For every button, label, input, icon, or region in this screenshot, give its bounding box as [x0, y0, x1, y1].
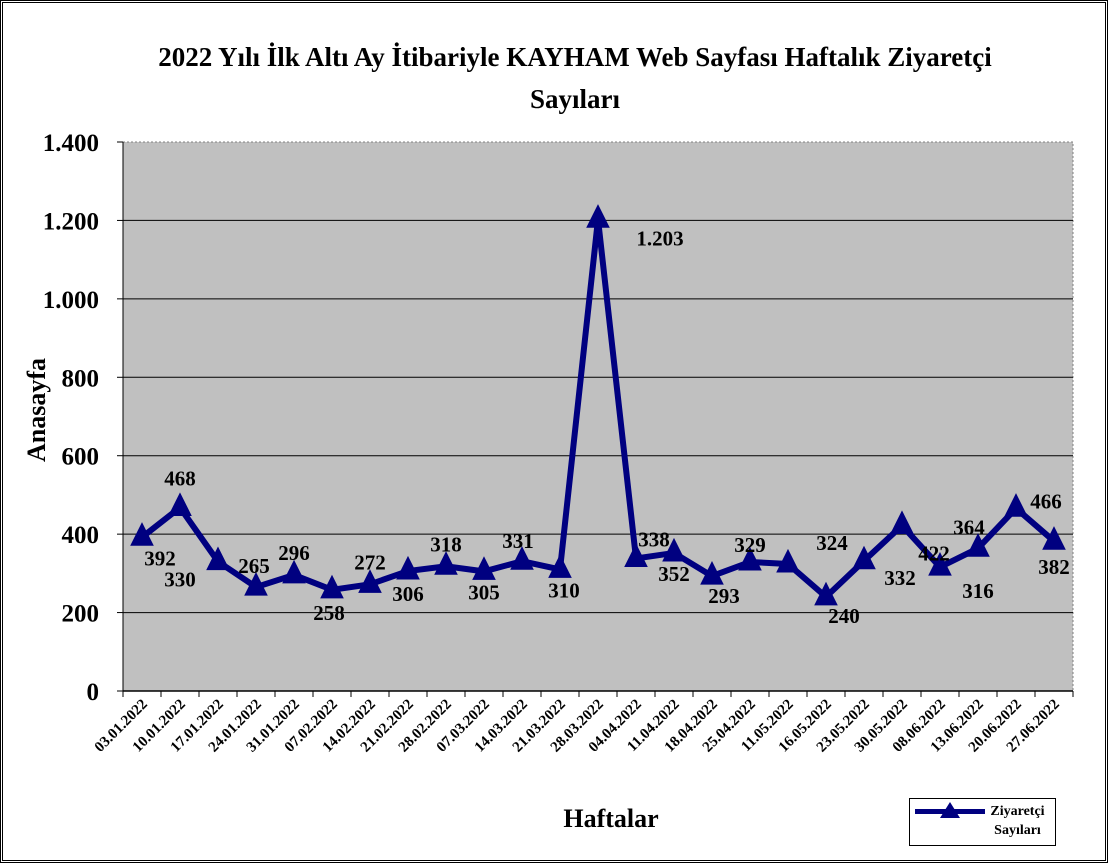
data-point	[966, 533, 990, 557]
data-label: 332	[884, 566, 916, 590]
data-label: 330	[164, 568, 196, 592]
data-point	[738, 546, 762, 571]
data-label: 1.203	[636, 226, 683, 250]
y-tick-label: 1.000	[43, 287, 99, 314]
data-label: 352	[658, 562, 690, 586]
data-point	[928, 551, 952, 576]
data-point	[852, 545, 876, 570]
data-point	[434, 551, 458, 575]
data-label: 324	[816, 531, 848, 555]
gridlines	[122, 142, 1073, 692]
data-point	[700, 560, 724, 585]
data-label: 296	[278, 541, 310, 565]
data-point	[396, 555, 420, 580]
data-label: 364	[953, 515, 985, 539]
data-point	[510, 546, 534, 570]
y-tick-label: 200	[62, 601, 100, 628]
data-label: 392	[144, 546, 176, 570]
x-axis-ticks: 03.01.202210.01.202217.01.202224.01.2022…	[92, 691, 1074, 756]
data-point	[776, 548, 800, 573]
data-label: 338	[638, 527, 670, 551]
legend-label: Ziyaretçi Sayıları	[980, 802, 1055, 840]
y-tick-label: 600	[62, 444, 100, 471]
data-point	[662, 537, 686, 562]
data-point	[358, 569, 382, 593]
chart-title: 2022 Yılı İlk Altı Ay İtibariyle KAYHAM …	[158, 42, 992, 114]
data-point	[206, 546, 230, 571]
legend: Ziyaretçi Sayıları	[909, 798, 1056, 846]
y-tick-label: 800	[62, 365, 100, 392]
data-point	[1042, 526, 1066, 550]
data-point	[320, 574, 344, 599]
data-label: 272	[354, 550, 386, 574]
y-tick-label: 1.400	[43, 130, 99, 157]
series-markers	[130, 204, 1066, 606]
data-label: 305	[468, 580, 500, 604]
data-label: 422	[918, 542, 950, 566]
data-label: 265	[238, 554, 270, 578]
y-tick-label: 400	[62, 522, 100, 549]
data-label: 466	[1030, 489, 1062, 513]
data-label: 258	[313, 601, 345, 625]
data-point	[168, 492, 192, 516]
y-tick-label: 0	[87, 679, 100, 706]
data-point	[814, 581, 838, 606]
legend-label-line2: Sayıları	[994, 823, 1041, 838]
data-point	[624, 543, 648, 567]
data-point	[282, 559, 306, 584]
legend-triangle-icon	[940, 802, 960, 818]
data-point	[472, 556, 496, 580]
data-label: 306	[392, 582, 424, 606]
data-point	[244, 571, 268, 596]
x-axis-label: Haftalar	[563, 804, 658, 833]
data-label: 329	[734, 533, 766, 557]
data-point	[548, 554, 572, 578]
data-point	[586, 204, 610, 228]
y-axis-ticks: 0 200 400 600 800 1.000 1.200 1.400	[43, 130, 123, 706]
data-label: 318	[430, 532, 462, 556]
data-label: 382	[1038, 555, 1070, 579]
data-label: 240	[828, 604, 860, 628]
data-label: 316	[962, 579, 994, 603]
data-point	[890, 510, 914, 535]
data-point	[1004, 493, 1028, 517]
data-label: 293	[708, 584, 740, 608]
y-tick-label: 1.200	[43, 208, 99, 235]
data-label: 310	[548, 578, 580, 602]
data-point	[130, 522, 154, 546]
y-axis-label: Anasayfa	[22, 358, 51, 462]
data-label: 468	[164, 466, 196, 490]
legend-label-line1: Ziyaretçi	[990, 804, 1045, 819]
data-label: 331	[502, 529, 534, 553]
